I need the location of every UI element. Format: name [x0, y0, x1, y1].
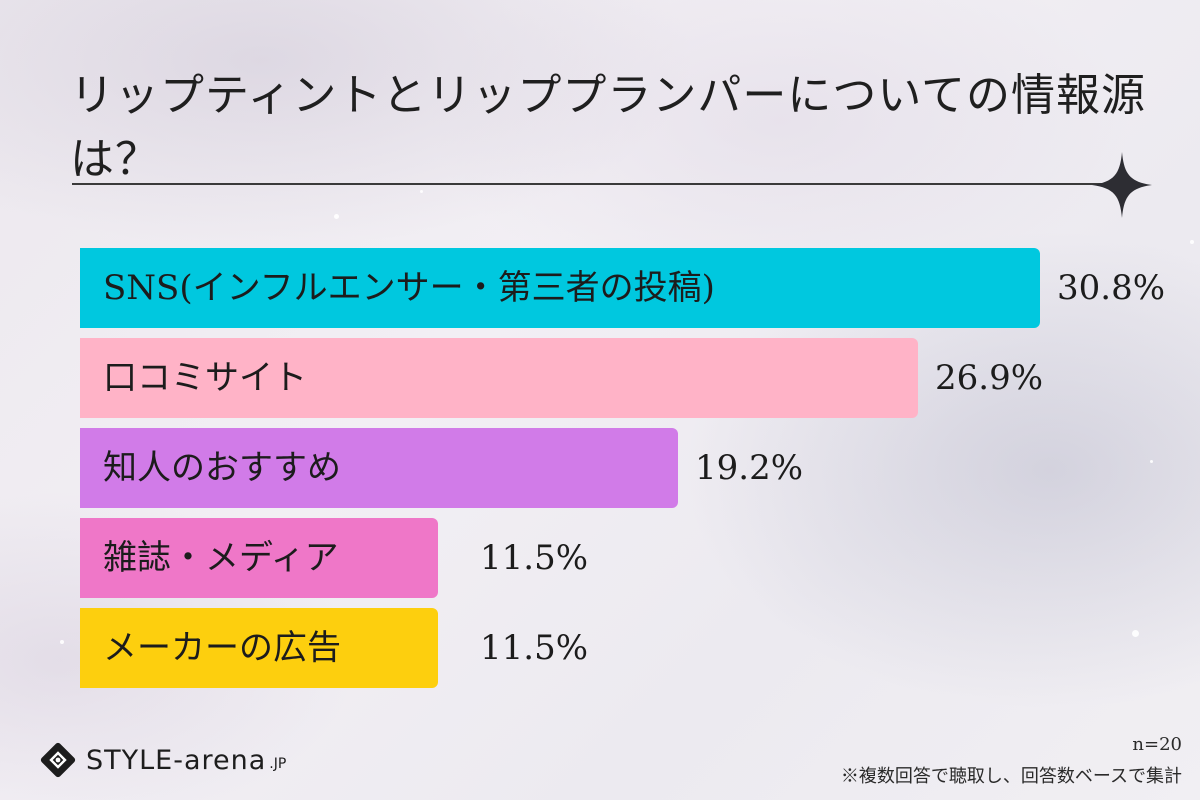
background-sparkle: [334, 214, 339, 219]
brand-logo: STYLE-arena .JP: [40, 740, 286, 780]
bar-value-label: 26.9%: [935, 358, 1044, 398]
sparkle-star-icon: [1092, 152, 1152, 218]
background-sparkle: [1190, 240, 1194, 244]
bar: [80, 338, 918, 418]
bar-category-label: SNS(インフルエンサー・第三者の投稿): [103, 268, 715, 308]
footnote: ※複数回答で聴取し、回答数ベースで集計: [840, 766, 1182, 787]
title-divider: [72, 183, 1112, 185]
bar: [80, 518, 438, 598]
bar: [80, 248, 1040, 328]
background-sparkle: [60, 640, 64, 644]
style-arena-logo-icon: [40, 742, 76, 778]
bar-category-label: 雑誌・メディア: [103, 538, 339, 578]
bar-category-label: メーカーの広告: [103, 628, 341, 668]
bar-value-label: 19.2%: [695, 448, 804, 488]
bar: [80, 608, 438, 688]
bar-value-label: 11.5%: [480, 538, 589, 578]
background-sparkle: [1132, 630, 1139, 637]
bar: [80, 428, 678, 508]
bar-value-label: 30.8%: [1057, 268, 1166, 308]
bar-category-label: 口コミサイト: [103, 358, 307, 398]
sample-size: n=20: [1132, 734, 1182, 755]
logo-suffix: .JP: [269, 756, 287, 772]
background-sparkle: [1150, 460, 1153, 463]
background-sparkle: [420, 190, 423, 193]
chart-title: リップティントとリッププランパーについての情報源は？: [70, 70, 1147, 185]
bar-value-label: 11.5%: [480, 628, 589, 668]
bar-category-label: 知人のおすすめ: [103, 448, 341, 488]
logo-text: STYLE-arena: [86, 744, 267, 776]
